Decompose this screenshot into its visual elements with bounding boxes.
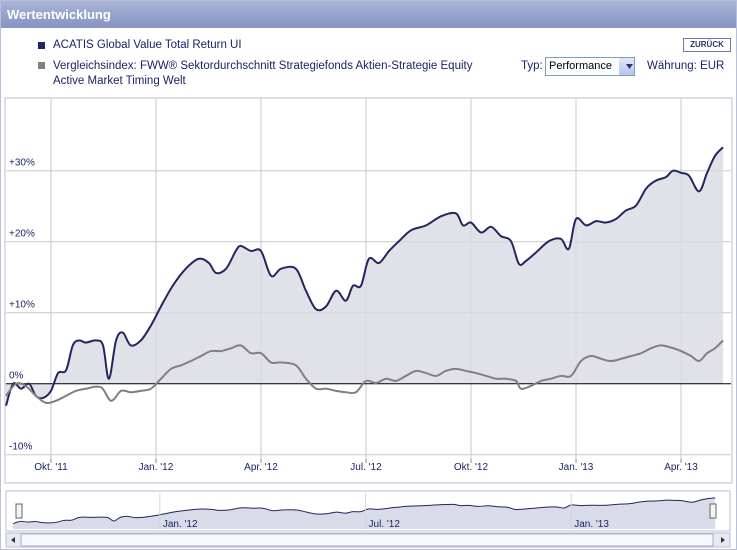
navigator-tick-label: Jul. '12 — [369, 519, 401, 530]
nav-handle-left[interactable] — [15, 503, 23, 519]
scroll-left[interactable] — [11, 537, 15, 543]
legend-label: Vergleichsindex: FWW® Sektordurchschnitt… — [53, 60, 473, 87]
navigator-line — [12, 497, 716, 525]
lines — [5, 146, 731, 525]
legend-swatch — [38, 62, 45, 69]
y-tick-label: +10% — [9, 300, 35, 311]
y-tick-label: +30% — [9, 158, 35, 169]
x-tick-label: Apr. '13 — [664, 462, 698, 473]
back-button[interactable]: ZURÜCK — [683, 38, 731, 52]
currency: Währung: EUR — [647, 60, 725, 72]
x-tick-label: Okt. '12 — [454, 462, 489, 473]
y-tick-label: +20% — [9, 229, 35, 240]
select-arrow[interactable] — [619, 58, 634, 75]
scroll-thumb[interactable] — [20, 533, 714, 547]
y-tick-label: -10% — [9, 442, 32, 453]
scroll-right[interactable] — [721, 537, 725, 543]
series-line — [5, 339, 724, 405]
nav-handle-right[interactable] — [709, 503, 717, 519]
x-tick-label: Jan. '12 — [139, 462, 174, 473]
series-line — [5, 146, 724, 407]
x-tick-label: Apr. '12 — [244, 462, 278, 473]
x-tick-label: Jan. '13 — [559, 462, 594, 473]
legend-label: ACATIS Global Value Total Return UI — [53, 39, 242, 51]
y-tick-label: 0% — [9, 371, 24, 382]
x-tick-label: Jul. '12 — [350, 462, 382, 473]
plot-frame — [4, 97, 733, 484]
navigator-area — [13, 497, 716, 529]
type-label: Typ: — [521, 60, 543, 72]
navigator-tick-label: Jan. '13 — [574, 519, 609, 530]
x-tick-label: Okt. '11 — [34, 462, 68, 473]
type-select[interactable]: Performance — [545, 57, 635, 76]
header: Wertentwicklung — [1, 1, 736, 28]
type-value: Performance — [549, 60, 612, 72]
legend-swatch — [38, 42, 45, 49]
navigator-tick-label: Jan. '12 — [163, 519, 198, 530]
